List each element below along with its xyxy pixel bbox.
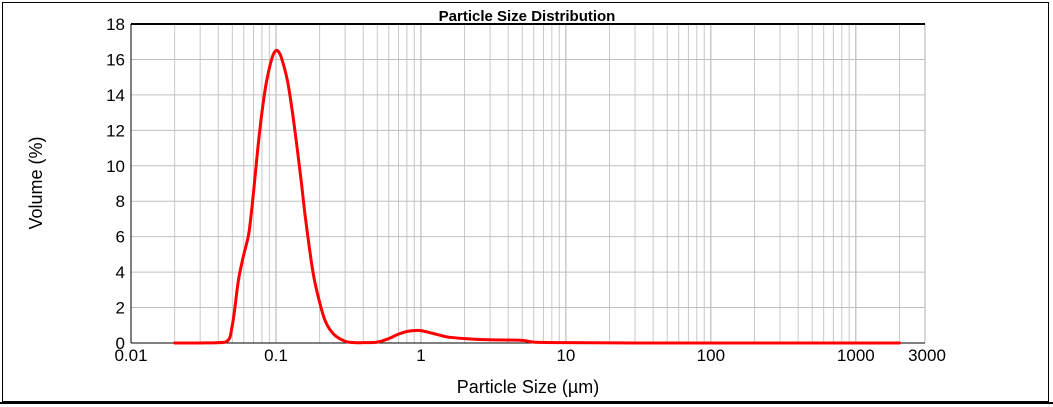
- x-tick-label: 0.1: [264, 346, 288, 365]
- x-tick-label: 3000: [908, 346, 946, 365]
- y-tick-label: 14: [106, 86, 125, 105]
- chart-title: Particle Size Distribution: [439, 8, 616, 25]
- y-tick-label: 0: [116, 334, 125, 353]
- curve-layer: [173, 48, 901, 345]
- y-tick-label: 16: [106, 50, 125, 69]
- volume-distribution-line: [173, 48, 901, 345]
- y-tick-label: 10: [106, 157, 125, 176]
- x-axis-label: Particle Size (µm): [457, 377, 599, 397]
- y-tick-label: 6: [116, 228, 125, 247]
- x-tick-label: 10: [556, 346, 575, 365]
- x-tick-label: 100: [697, 346, 725, 365]
- bottom-rule: [0, 402, 1053, 404]
- y-tick-label: 8: [116, 192, 125, 211]
- x-tick-label: 0.01: [114, 346, 147, 365]
- y-tick-label: 18: [106, 15, 125, 34]
- y-tick-label: 12: [106, 121, 125, 140]
- chart-frame: [2, 2, 1049, 402]
- y-tick-label: 4: [116, 263, 125, 282]
- x-tick-label: 1000: [837, 346, 875, 365]
- y-tick-labels: 0 2 4 6 8 10 12 14 16 18: [106, 15, 125, 353]
- y-tick-label: 2: [116, 299, 125, 318]
- y-axis-label: Volume (%): [26, 136, 46, 229]
- grid-lines: [130, 23, 926, 344]
- x-tick-labels: 0.01 0.1 1 10 100 1000 3000: [114, 346, 945, 365]
- x-tick-label: 1: [416, 346, 425, 365]
